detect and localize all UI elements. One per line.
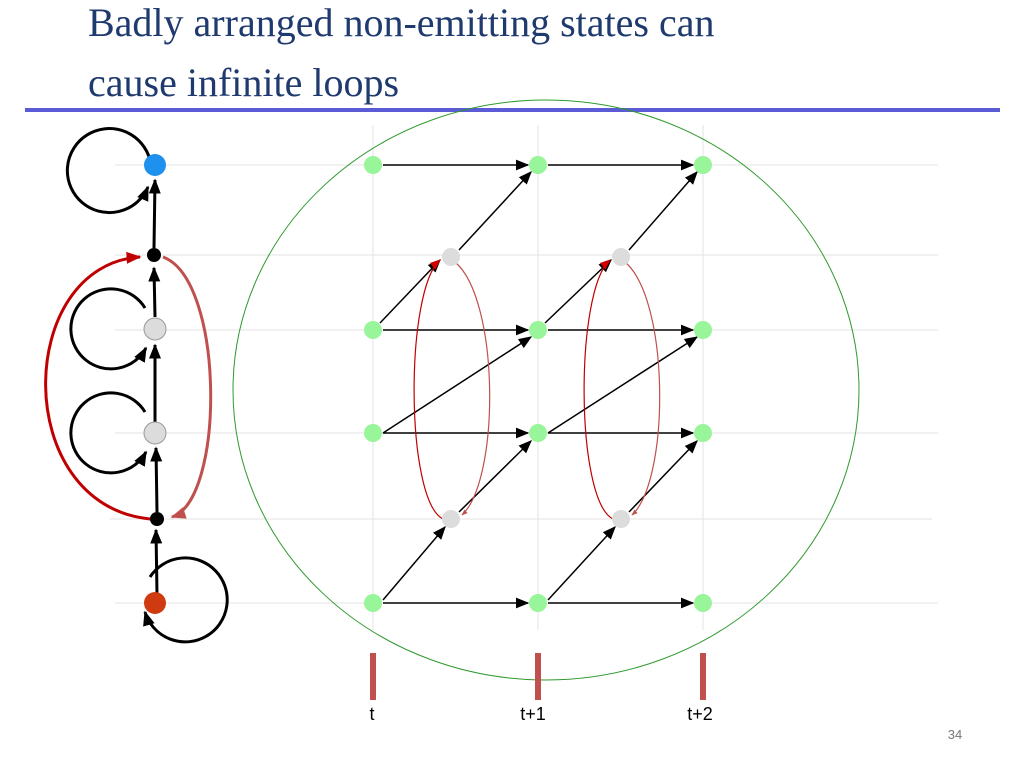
time-label: t+1 [520, 704, 546, 724]
time-label: t [369, 704, 374, 724]
title-line: cause infinite loops [88, 60, 399, 105]
trellis [364, 156, 712, 612]
time-label: t+2 [687, 704, 713, 724]
time-markers [370, 653, 706, 700]
title-line: Badly arranged non-emitting states can [88, 0, 714, 45]
page-number: 34 [948, 727, 962, 742]
loop-highlight [232, 99, 860, 681]
hmm-chain [44, 127, 229, 644]
grid [110, 125, 938, 630]
